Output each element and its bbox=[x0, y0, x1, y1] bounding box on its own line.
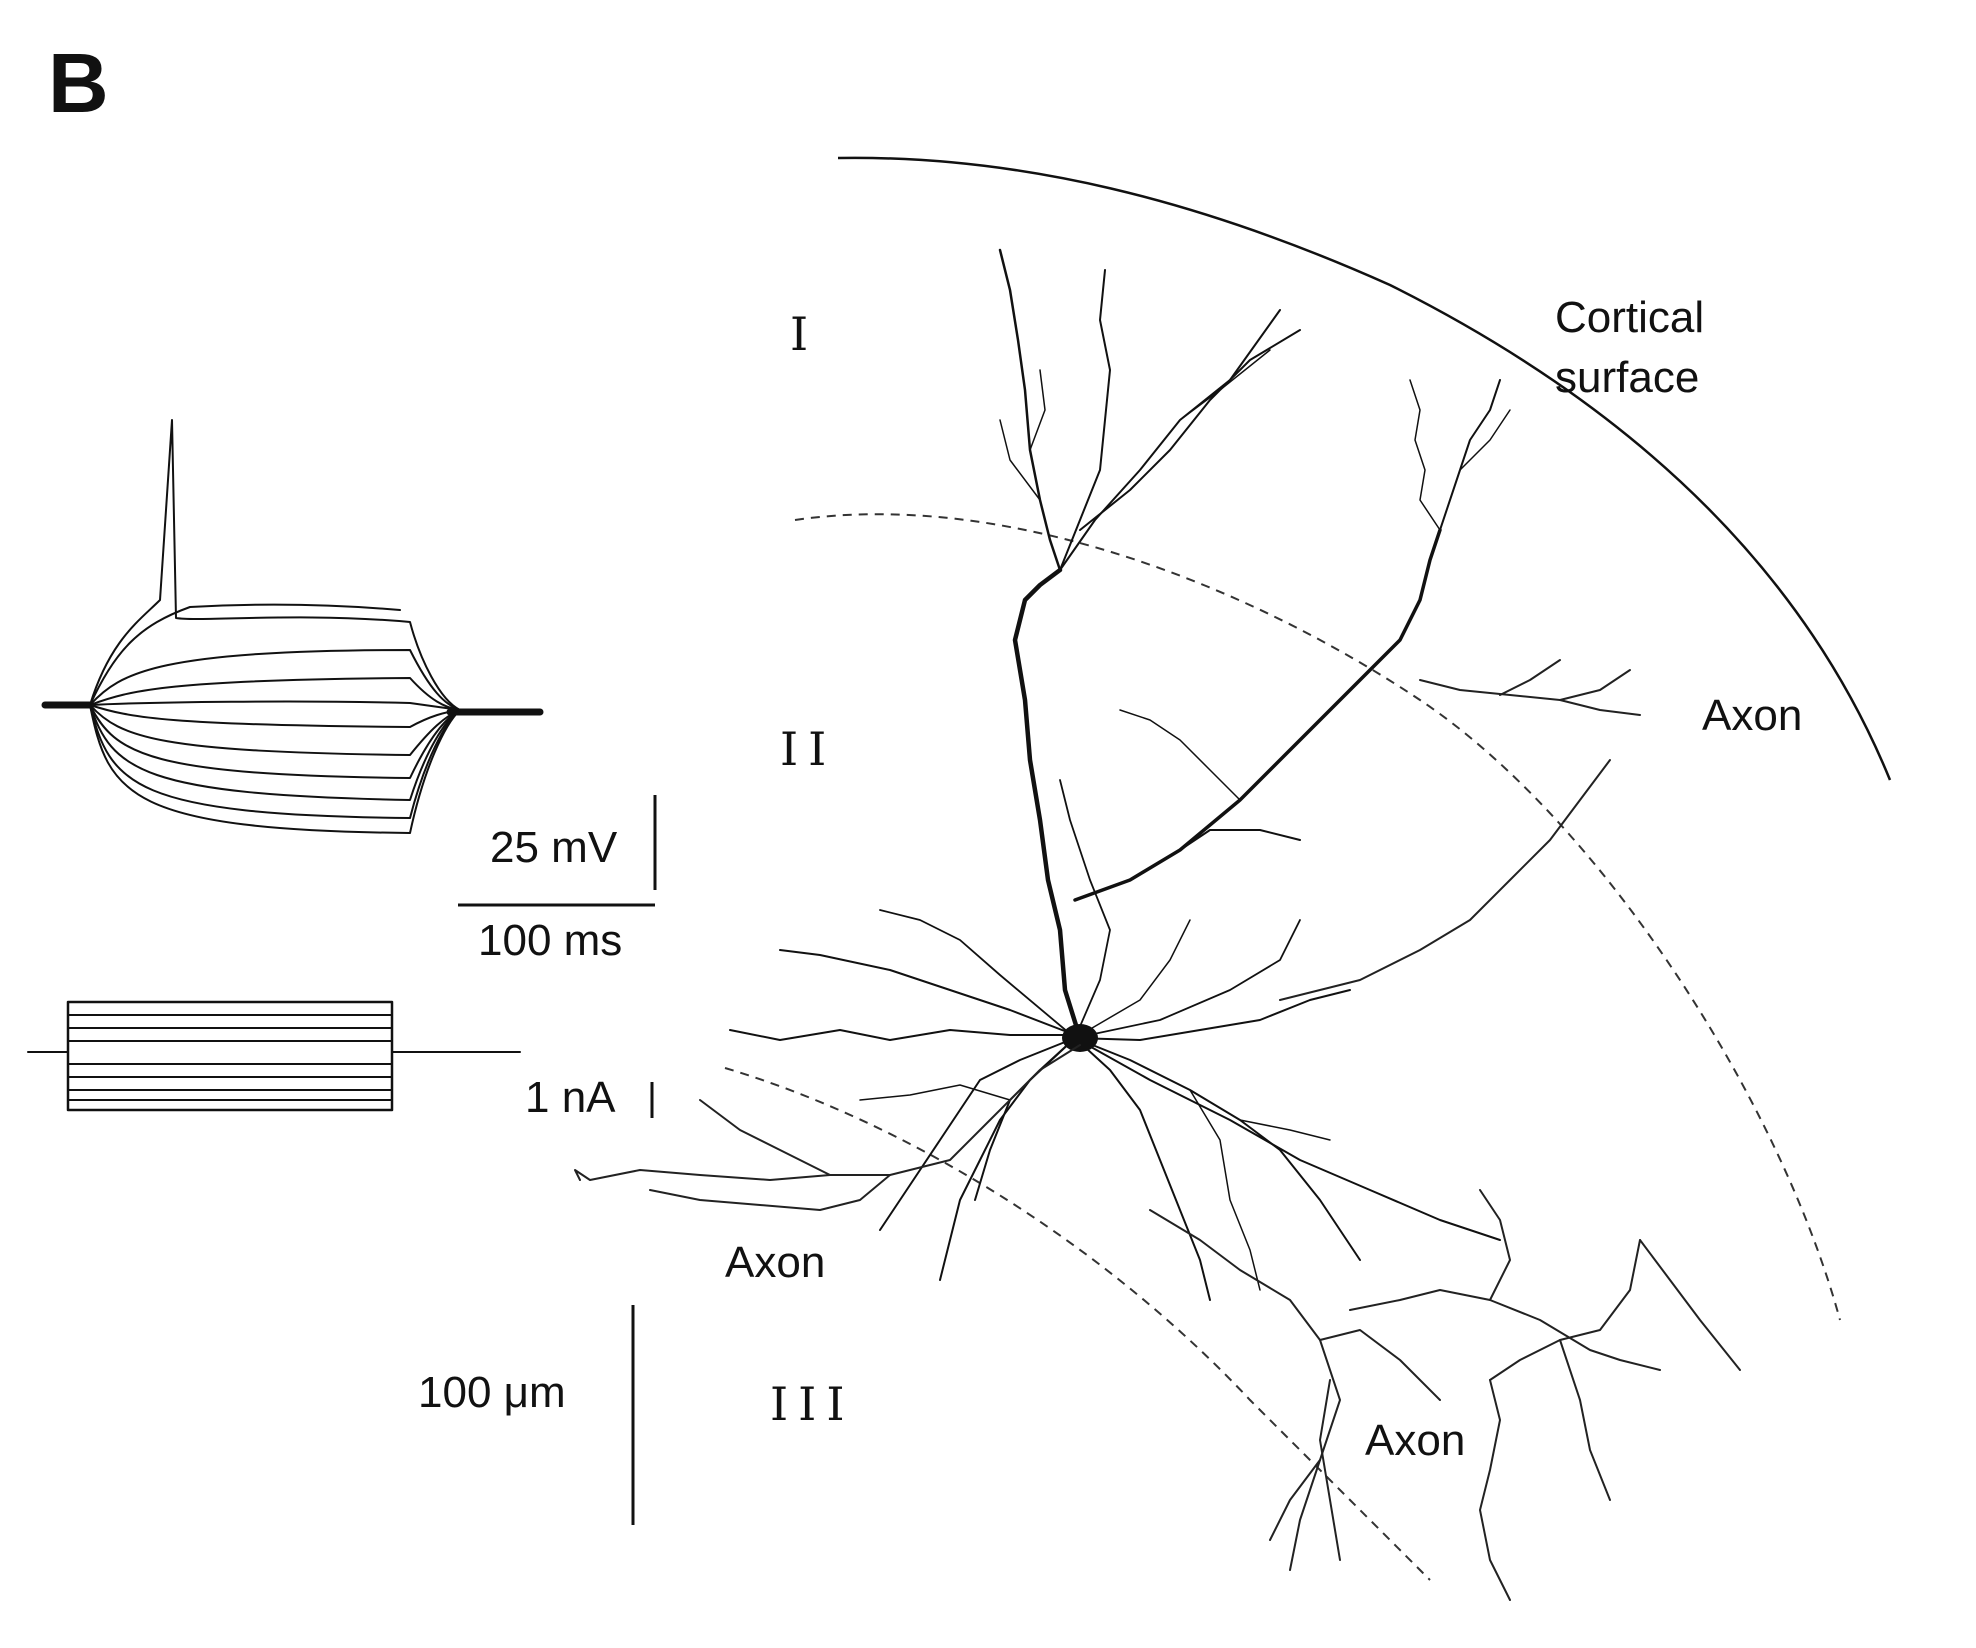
soma bbox=[1062, 1024, 1098, 1052]
cortical-surface-label-2: surface bbox=[1555, 353, 1699, 402]
layer-boundary-1-2 bbox=[794, 513, 1841, 1321]
voltage-scale-label: 25 mV bbox=[490, 823, 618, 872]
layer-label-II: II bbox=[780, 722, 836, 776]
cortical-surface-line bbox=[837, 156, 1892, 781]
axon-label-bottom: Axon bbox=[1365, 1416, 1465, 1465]
voltage-traces bbox=[41, 419, 544, 834]
current-scale-label: 1 nA bbox=[525, 1073, 616, 1122]
pyramidal-neuron bbox=[729, 248, 1511, 1301]
layer-label-III: III bbox=[770, 1377, 855, 1431]
layer-label-I: I bbox=[790, 307, 818, 361]
panel-label: B bbox=[48, 36, 109, 130]
axon-collaterals bbox=[574, 659, 1741, 1601]
time-scale-label: 100 ms bbox=[478, 916, 622, 965]
current-steps bbox=[27, 1000, 521, 1112]
layer-boundary-2-3 bbox=[724, 1067, 1431, 1581]
cortical-surface-label-1: Cortical bbox=[1555, 293, 1704, 342]
length-scale-label: 100 μm bbox=[418, 1368, 566, 1417]
axon-label-right: Axon bbox=[1702, 691, 1802, 740]
axon-label-left: Axon bbox=[725, 1238, 825, 1287]
